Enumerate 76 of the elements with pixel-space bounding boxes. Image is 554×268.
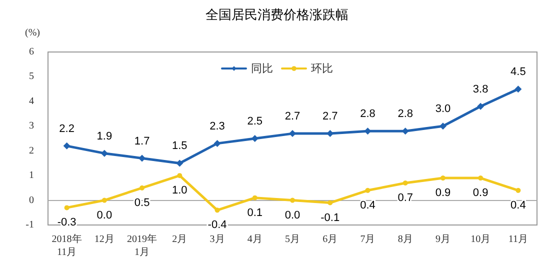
x-tick-label: 8月 bbox=[398, 234, 413, 245]
point bbox=[290, 198, 295, 203]
point bbox=[138, 154, 146, 162]
x-tick-label: 9月 bbox=[435, 234, 450, 245]
data-label: 0.7 bbox=[398, 192, 413, 204]
data-label: 2.5 bbox=[247, 116, 263, 128]
x-tick-label: 12月 bbox=[94, 234, 114, 245]
x-tick-label: 4月 bbox=[247, 234, 262, 245]
data-label: 0.5 bbox=[134, 196, 150, 209]
y-tick-label: 4 bbox=[29, 96, 34, 107]
point bbox=[214, 140, 221, 147]
point bbox=[478, 176, 484, 181]
x-tick-label: 2019年 1月 bbox=[127, 233, 158, 258]
x-tick-label: 2月 bbox=[172, 234, 188, 245]
point bbox=[402, 128, 409, 135]
data-label: 0.4 bbox=[510, 199, 526, 212]
point bbox=[100, 150, 108, 157]
data-label: 0.0 bbox=[96, 209, 112, 222]
y-tick-label: 6 bbox=[29, 46, 34, 58]
data-label: 1.9 bbox=[96, 130, 112, 142]
data-label: 3.8 bbox=[472, 83, 488, 96]
point bbox=[140, 185, 145, 190]
y-axis-title: (%) bbox=[25, 28, 40, 38]
data-label: 2.3 bbox=[210, 120, 225, 132]
x-tick-label: 2018年 11月 bbox=[52, 233, 82, 258]
data-label: 4.5 bbox=[510, 66, 526, 78]
point bbox=[477, 102, 484, 110]
data-label: 0.9 bbox=[435, 187, 451, 200]
data-label: -0.3 bbox=[57, 216, 76, 229]
point bbox=[177, 173, 182, 178]
data-label: -0.4 bbox=[208, 219, 227, 232]
y-tick-label: 0 bbox=[29, 194, 34, 206]
y-tick-label: 1 bbox=[29, 170, 34, 182]
data-label: 3.0 bbox=[435, 103, 451, 116]
data-label: 0.1 bbox=[247, 206, 263, 219]
data-label: 2.8 bbox=[398, 108, 413, 120]
point bbox=[516, 188, 521, 193]
legend-label: 环比 bbox=[311, 62, 333, 75]
x-tick-label: 7月 bbox=[360, 234, 376, 245]
point bbox=[402, 180, 408, 186]
data-label: 1.7 bbox=[134, 135, 150, 148]
chart-title: 全国居民消费价格涨跌幅 bbox=[206, 8, 348, 23]
data-label: 2.2 bbox=[59, 122, 74, 135]
x-tick-label: 3月 bbox=[210, 234, 225, 245]
legend-label: 同比 bbox=[251, 62, 273, 75]
point bbox=[289, 130, 296, 138]
x-tick-label: 11月 bbox=[508, 234, 528, 245]
point bbox=[364, 128, 372, 135]
data-label: 2.7 bbox=[284, 110, 300, 123]
point bbox=[252, 195, 258, 200]
y-tick-label: 3 bbox=[29, 120, 34, 132]
x-tick-label: 5月 bbox=[285, 234, 300, 245]
point bbox=[102, 198, 107, 203]
data-label: 1.5 bbox=[172, 140, 188, 152]
data-label: 0.9 bbox=[472, 187, 488, 200]
data-label: -0.1 bbox=[320, 212, 340, 224]
point bbox=[64, 205, 70, 210]
data-label: 0.4 bbox=[360, 199, 376, 212]
point bbox=[214, 208, 220, 213]
data-label: 1.0 bbox=[172, 184, 188, 197]
data-label: 2.7 bbox=[322, 110, 338, 123]
point bbox=[176, 160, 184, 167]
x-tick-label: 6月 bbox=[322, 234, 338, 245]
y-tick-label: 2 bbox=[29, 145, 34, 156]
point bbox=[251, 135, 258, 142]
point bbox=[440, 176, 446, 181]
point bbox=[514, 86, 522, 93]
y-tick-label: -1 bbox=[26, 220, 34, 230]
data-label: 0.0 bbox=[284, 209, 300, 222]
y-tick-label: 5 bbox=[29, 71, 34, 82]
data-label: 2.8 bbox=[360, 108, 376, 120]
x-tick-label: 10月 bbox=[470, 234, 491, 245]
point bbox=[439, 122, 446, 130]
point bbox=[63, 142, 70, 150]
point bbox=[328, 200, 333, 206]
point bbox=[365, 188, 370, 193]
